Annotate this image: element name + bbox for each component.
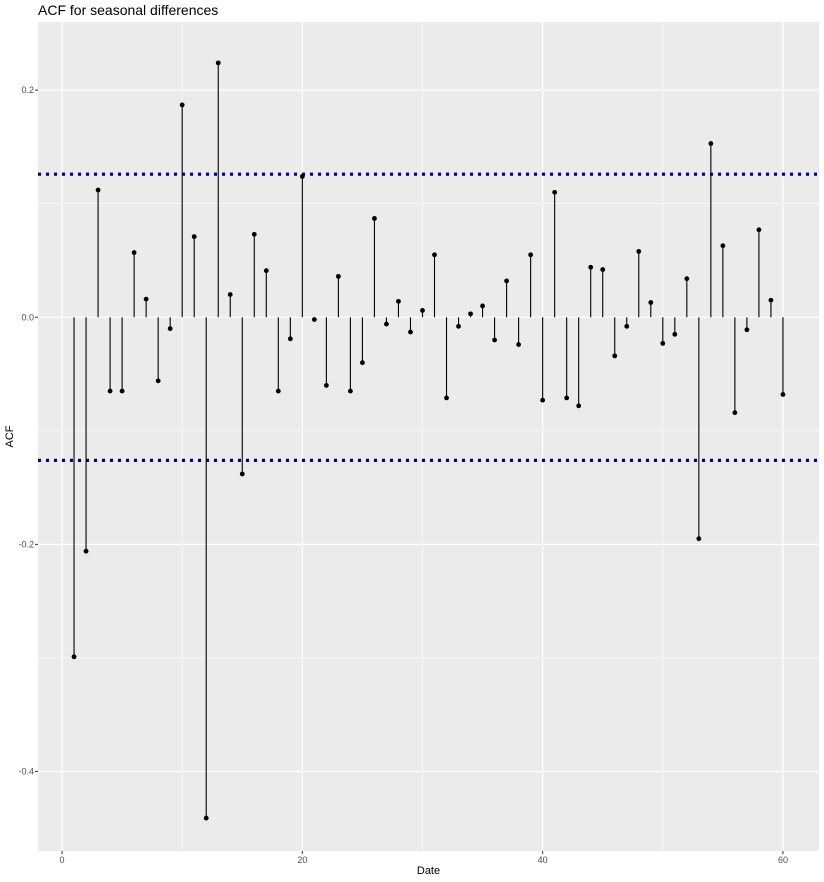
acf-point [191, 234, 197, 240]
y-axis-title: ACF [4, 425, 16, 447]
acf-point [348, 388, 353, 394]
acf-point [360, 360, 365, 366]
acf-point [203, 815, 209, 821]
acf-point [600, 267, 606, 272]
acf-point [107, 388, 113, 394]
acf-point [131, 250, 137, 255]
acf-point [456, 323, 461, 329]
acf-point [311, 317, 317, 322]
acf-point [672, 331, 678, 337]
x-tick-label: 60 [778, 855, 788, 865]
y-tick-label: 0.2 [21, 85, 34, 95]
acf-point [420, 308, 425, 313]
y-tick-label: -0.2 [18, 539, 34, 549]
acf-point [143, 296, 149, 302]
plot-panel [38, 22, 819, 851]
acf-point [408, 329, 413, 335]
acf-point [540, 397, 546, 403]
acf-point [756, 227, 762, 233]
acf-point [744, 327, 750, 333]
acf-point [372, 216, 377, 221]
acf-point [780, 392, 786, 397]
y-tick-label: -0.4 [18, 767, 34, 777]
acf-point [323, 382, 329, 388]
y-axis: -0.4 -0.2 0.0 0.2 [18, 85, 38, 777]
acf-point [576, 403, 582, 409]
minor-gridlines [38, 22, 819, 851]
x-tick-label: 40 [538, 855, 548, 865]
chart-title: ACF for seasonal differences [38, 2, 219, 18]
acf-point [588, 264, 594, 270]
acf-point [564, 395, 570, 401]
acf-stems [73, 62, 784, 819]
acf-point [251, 231, 257, 237]
acf-point [432, 252, 437, 258]
acf-point [444, 395, 449, 401]
acf-point [732, 410, 738, 416]
acf-point [119, 388, 125, 394]
acf-point [528, 252, 534, 258]
acf-point [95, 187, 101, 193]
x-axis: 0 20 40 60 [60, 851, 788, 865]
acf-point [299, 174, 305, 179]
acf-point [275, 388, 281, 394]
acf-point [396, 298, 401, 304]
acf-point [468, 311, 473, 317]
acf-point [492, 337, 497, 343]
acf-points [71, 60, 786, 821]
acf-point [335, 273, 341, 279]
acf-point [624, 323, 630, 329]
acf-point [660, 340, 666, 346]
acf-point [155, 378, 161, 384]
acf-point [263, 268, 269, 274]
acf-point [179, 102, 185, 108]
x-tick-label: 0 [60, 855, 65, 865]
confidence-bounds [38, 172, 819, 462]
acf-point [384, 321, 389, 327]
acf-point [684, 276, 690, 282]
acf-point [167, 326, 173, 332]
acf-point [287, 336, 293, 342]
acf-point [648, 300, 654, 305]
acf-point [480, 303, 485, 309]
acf-point [504, 278, 509, 284]
acf-point [708, 141, 714, 146]
acf-point [768, 297, 774, 303]
acf-point [71, 654, 77, 660]
acf-point [636, 248, 642, 254]
x-axis-title: Date [417, 865, 440, 877]
acf-point [227, 292, 233, 297]
major-gridlines [38, 22, 819, 851]
y-tick-label: 0.0 [21, 312, 34, 322]
acf-point [239, 471, 245, 477]
acf-point [720, 243, 726, 249]
acf-point [516, 342, 522, 347]
acf-point [552, 189, 558, 195]
acf-point [696, 536, 702, 542]
acf-point [83, 548, 89, 554]
acf-point [612, 353, 618, 359]
acf-point [215, 60, 221, 66]
x-tick-label: 20 [297, 855, 307, 865]
